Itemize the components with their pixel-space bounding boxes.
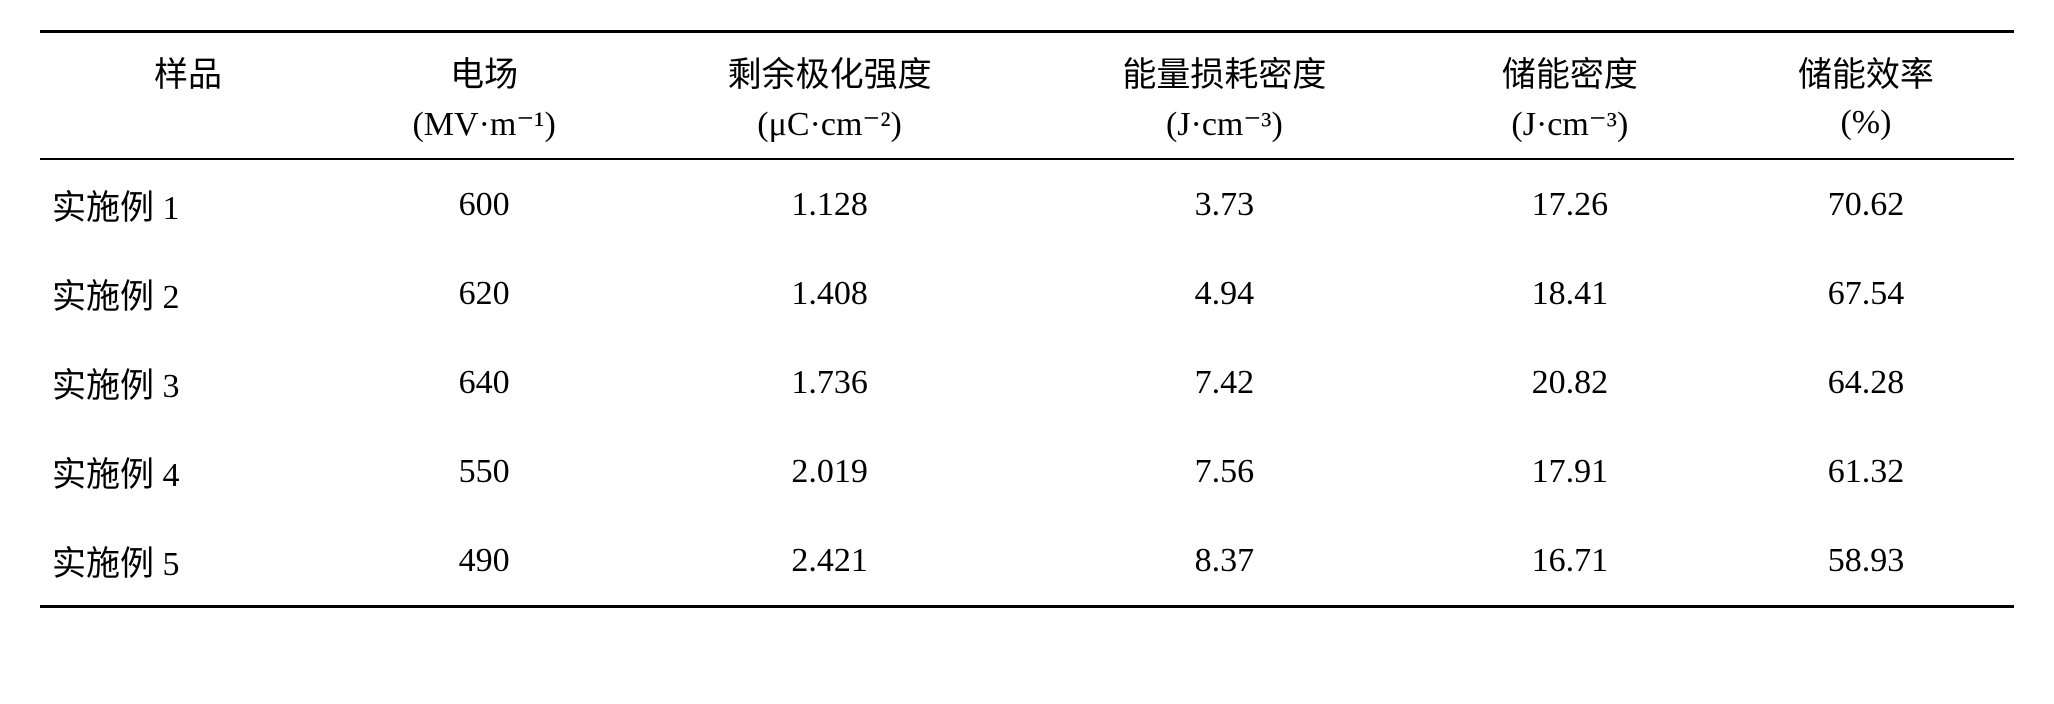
table-body: 实施例 1 600 1.128 3.73 17.26 70.62 实施例 2 6… (40, 159, 2014, 607)
table-row: 实施例 1 600 1.128 3.73 17.26 70.62 (40, 159, 2014, 249)
col-header-field: 电场 (336, 32, 632, 101)
cell-field: 550 (336, 427, 632, 516)
cell-loss: 7.42 (1027, 338, 1422, 427)
header-row-units: (MV·m⁻¹) (μC·cm⁻²) (J·cm⁻³) (J·cm⁻³) (%) (40, 100, 2014, 159)
cell-field: 490 (336, 516, 632, 607)
cell-density: 17.26 (1422, 159, 1718, 249)
table-header: 样品 电场 剩余极化强度 能量损耗密度 储能密度 储能效率 (MV·m⁻¹) (… (40, 32, 2014, 160)
cell-efficiency: 67.54 (1718, 249, 2014, 338)
data-table: 样品 电场 剩余极化强度 能量损耗密度 储能密度 储能效率 (MV·m⁻¹) (… (40, 30, 2014, 608)
col-header-density: 储能密度 (1422, 32, 1718, 101)
cell-sample: 实施例 1 (40, 159, 336, 249)
col-header-efficiency: 储能效率 (1718, 32, 2014, 101)
cell-polarization: 2.019 (632, 427, 1027, 516)
col-unit-efficiency: (%) (1718, 100, 2014, 159)
table-row: 实施例 4 550 2.019 7.56 17.91 61.32 (40, 427, 2014, 516)
cell-polarization: 2.421 (632, 516, 1027, 607)
col-header-polarization: 剩余极化强度 (632, 32, 1027, 101)
cell-efficiency: 70.62 (1718, 159, 2014, 249)
cell-polarization: 1.128 (632, 159, 1027, 249)
cell-field: 620 (336, 249, 632, 338)
col-unit-field: (MV·m⁻¹) (336, 100, 632, 159)
cell-loss: 8.37 (1027, 516, 1422, 607)
cell-density: 16.71 (1422, 516, 1718, 607)
cell-loss: 4.94 (1027, 249, 1422, 338)
cell-density: 20.82 (1422, 338, 1718, 427)
cell-polarization: 1.736 (632, 338, 1027, 427)
col-header-loss: 能量损耗密度 (1027, 32, 1422, 101)
cell-efficiency: 64.28 (1718, 338, 2014, 427)
table-row: 实施例 5 490 2.421 8.37 16.71 58.93 (40, 516, 2014, 607)
cell-density: 17.91 (1422, 427, 1718, 516)
table-row: 实施例 2 620 1.408 4.94 18.41 67.54 (40, 249, 2014, 338)
cell-loss: 3.73 (1027, 159, 1422, 249)
cell-sample: 实施例 5 (40, 516, 336, 607)
cell-field: 600 (336, 159, 632, 249)
cell-loss: 7.56 (1027, 427, 1422, 516)
col-unit-density: (J·cm⁻³) (1422, 100, 1718, 159)
col-header-sample: 样品 (40, 32, 336, 101)
cell-sample: 实施例 3 (40, 338, 336, 427)
cell-efficiency: 58.93 (1718, 516, 2014, 607)
cell-polarization: 1.408 (632, 249, 1027, 338)
cell-density: 18.41 (1422, 249, 1718, 338)
cell-sample: 实施例 2 (40, 249, 336, 338)
table-row: 实施例 3 640 1.736 7.42 20.82 64.28 (40, 338, 2014, 427)
cell-efficiency: 61.32 (1718, 427, 2014, 516)
cell-sample: 实施例 4 (40, 427, 336, 516)
col-unit-loss: (J·cm⁻³) (1027, 100, 1422, 159)
cell-field: 640 (336, 338, 632, 427)
header-row-labels: 样品 电场 剩余极化强度 能量损耗密度 储能密度 储能效率 (40, 32, 2014, 101)
col-unit-polarization: (μC·cm⁻²) (632, 100, 1027, 159)
col-unit-sample (40, 100, 336, 159)
